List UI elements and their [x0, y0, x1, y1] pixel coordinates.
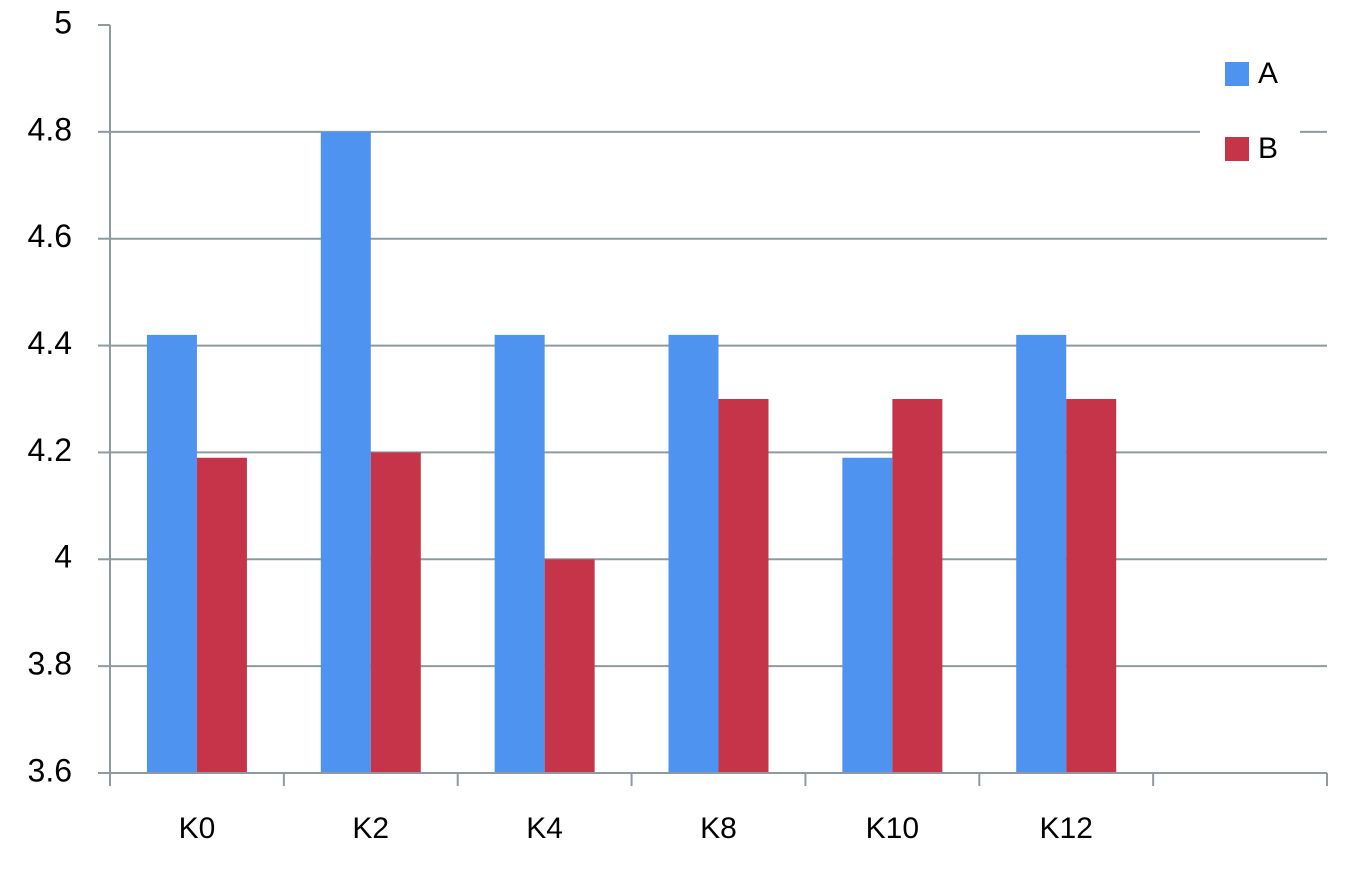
y-tick-label: 4.8	[28, 111, 72, 147]
legend-background	[1200, 50, 1300, 175]
x-tick-label: K8	[700, 812, 737, 845]
y-tick-label: 3.6	[28, 752, 72, 788]
legend-label: A	[1258, 57, 1278, 90]
x-tick-label: K10	[866, 812, 919, 845]
x-tick-label: K2	[352, 812, 389, 845]
legend-label: B	[1258, 132, 1278, 165]
bar	[1066, 399, 1117, 773]
bar	[718, 399, 769, 773]
x-tick-label: K4	[526, 812, 563, 845]
bar	[544, 559, 595, 773]
y-tick-label: 4.6	[28, 218, 72, 254]
y-tick-label: 4.2	[28, 432, 72, 468]
y-tick-label: 4	[54, 539, 72, 575]
bar	[146, 334, 197, 773]
y-tick-label: 5	[54, 4, 72, 40]
y-tick-label: 3.8	[28, 646, 72, 682]
legend-swatch	[1225, 137, 1249, 161]
x-tick-label: K12	[1040, 812, 1093, 845]
bar	[196, 457, 247, 773]
bar	[892, 399, 943, 773]
x-tick-label: K0	[179, 812, 216, 845]
bar	[668, 334, 719, 773]
bar	[494, 334, 545, 773]
bar	[370, 452, 421, 773]
bar	[1016, 334, 1067, 773]
bar	[320, 131, 371, 773]
y-tick-label: 4.4	[28, 325, 72, 361]
bar	[842, 457, 893, 773]
legend-swatch	[1225, 62, 1249, 86]
